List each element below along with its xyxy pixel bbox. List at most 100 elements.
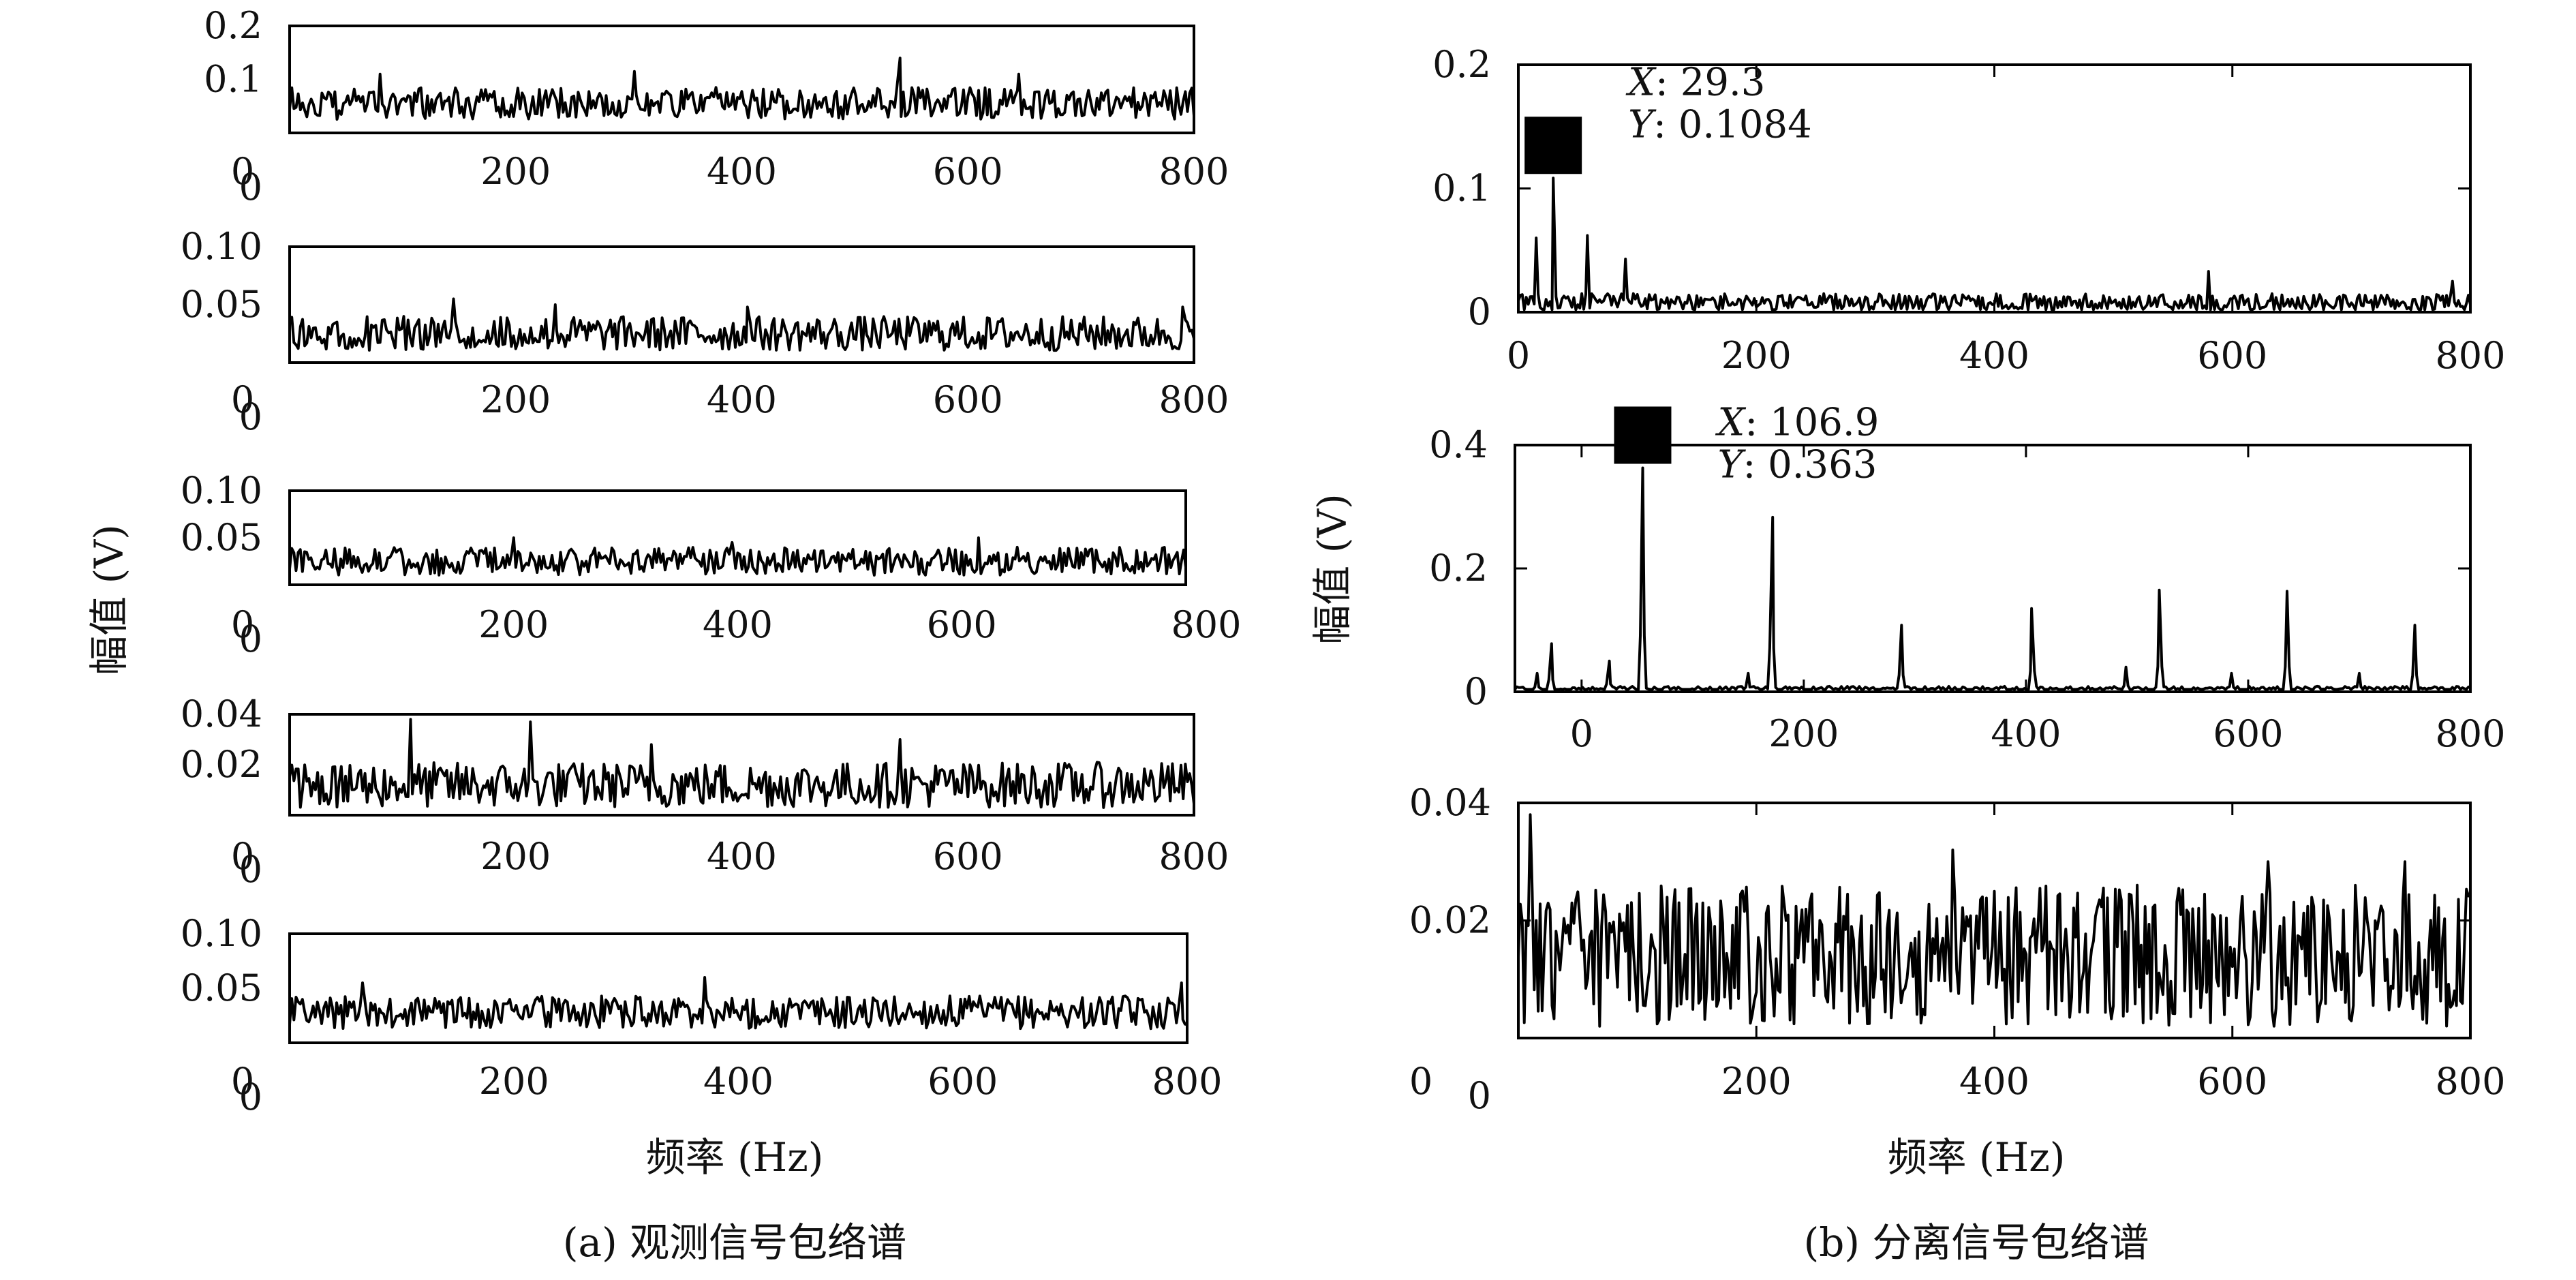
plot-frame-a-1 <box>288 25 1195 134</box>
y-tick-label: 0.1 <box>204 58 262 101</box>
x-tick-label: 0 <box>231 1060 254 1103</box>
x-tick-label: 400 <box>707 835 777 878</box>
plot-frame-a-3 <box>288 489 1187 586</box>
data-tip-marker <box>1614 406 1672 464</box>
subplot-b-2: 0.4 0.2 0 0 200 400 600 800 X: 106.9Y: 0.363 <box>1429 400 2505 755</box>
plot-frame-b-2 <box>1514 444 2472 693</box>
x-tick-label: 0 <box>1409 1060 1432 1103</box>
y-tick-label: 0.05 <box>181 516 262 559</box>
series-line-a-4 <box>288 718 1195 809</box>
x-tick-label: 200 <box>1768 712 1839 755</box>
x-tick-label: 800 <box>1152 1060 1222 1103</box>
x-tick-label: 0 <box>231 378 254 421</box>
x-tick-label: 800 <box>1171 603 1241 646</box>
y-tick-label: 0.04 <box>181 692 262 735</box>
series-line-a-1 <box>288 57 1195 121</box>
x-tick-label: 400 <box>1991 712 2061 755</box>
y-tick-label: 0.10 <box>181 225 262 268</box>
x-tick-label: 600 <box>933 378 1003 421</box>
y-tick-label: 0.10 <box>181 912 262 955</box>
data-tip-x: X: 29.3 <box>1625 60 1765 104</box>
subplot-b-3: 0.04 0.02 00 200 400 600 800 <box>1409 781 2506 1117</box>
x-tick-label: 800 <box>2435 712 2505 755</box>
x-tick-label: 200 <box>1721 334 1792 377</box>
y-tick-label: 0.02 <box>1409 899 1491 942</box>
y-tick-label: 0.4 <box>1429 423 1488 466</box>
subplot-a-5: 0.10 0.05 00 200 400 600 800 <box>181 912 1223 1118</box>
y-axis-label-a: 幅值 (V) <box>86 524 132 675</box>
series-line-b-2 <box>1514 466 2471 691</box>
y-tick-label: 0.2 <box>204 4 262 47</box>
y-tick-label: 0.04 <box>1409 781 1491 824</box>
series-line-b-3 <box>1517 813 2472 1028</box>
x-tick-label: 800 <box>2435 334 2505 377</box>
x-tick-label: 200 <box>480 378 551 421</box>
y-tick-label: 0.10 <box>181 469 262 512</box>
x-tick-label: 0 <box>231 603 254 646</box>
y-tick-label: 0 <box>1468 290 1491 333</box>
subplot-b-1: 0.2 0.1 00 200 400 600 800 X: 29.3Y: 0.1084 <box>1432 43 2505 377</box>
y-tick-label: 0 <box>239 166 262 209</box>
x-tick-label: 400 <box>1959 1060 2029 1103</box>
x-tick-label: 800 <box>1159 835 1229 878</box>
series-line-a-2 <box>288 297 1195 352</box>
y-tick-label: 0 <box>239 395 262 438</box>
x-axis-label-a: 频率 (Hz) <box>646 1134 824 1180</box>
x-tick-label: 0 <box>1507 334 1530 377</box>
y-tick-label: 0 <box>1465 670 1488 713</box>
x-tick-label: 200 <box>478 603 549 646</box>
plot-frame-a-5 <box>288 932 1189 1044</box>
plot-frame-a-4 <box>288 713 1195 817</box>
plot-frame-a-2 <box>288 245 1195 364</box>
x-tick-label: 800 <box>1159 378 1229 421</box>
y-axis-label-b: 幅值 (V) <box>1309 493 1355 645</box>
y-tick-label: 0.2 <box>1429 547 1488 590</box>
y-tick-label: 0.1 <box>1432 167 1491 210</box>
x-tick-label: 0 <box>1570 712 1593 755</box>
x-axis-label-b: 频率 (Hz) <box>1888 1134 2066 1180</box>
y-tick-label: 0 <box>239 848 262 891</box>
x-tick-label: 600 <box>933 835 1003 878</box>
series-line-a-5 <box>288 976 1188 1031</box>
x-tick-label: 400 <box>703 603 773 646</box>
y-tick-label: 0.05 <box>181 966 262 1009</box>
subplot-a-2: 0.10 0.05 00 200 400 600 800 <box>181 225 1229 438</box>
caption-a: (a) 观测信号包络谱 <box>563 1219 906 1266</box>
x-tick-label: 200 <box>1721 1060 1792 1103</box>
x-tick-label: 600 <box>2213 712 2283 755</box>
y-tick-label: 0.02 <box>181 743 262 786</box>
x-tick-label: 600 <box>2197 334 2267 377</box>
x-tick-label: 600 <box>933 150 1003 193</box>
x-tick-label: 200 <box>480 835 551 878</box>
x-tick-label: 600 <box>927 603 997 646</box>
data-tip-y: Y: 0.363 <box>1717 442 1877 487</box>
x-tick-label: 800 <box>1159 150 1229 193</box>
caption-b: (b) 分离信号包络谱 <box>1804 1219 2149 1266</box>
y-tick-label: 0.2 <box>1432 43 1491 86</box>
x-tick-label: 800 <box>2435 1060 2505 1103</box>
data-tip-marker <box>1524 117 1582 174</box>
x-tick-label: 0 <box>231 150 254 193</box>
y-tick-label: 0.05 <box>181 283 262 326</box>
x-tick-label: 600 <box>927 1060 998 1103</box>
series-line-a-3 <box>288 536 1187 577</box>
x-tick-label: 400 <box>707 378 777 421</box>
x-tick-label: 200 <box>480 150 551 193</box>
subplot-a-3: 0.100.05 00 200 400 600 800 <box>181 469 1242 660</box>
x-tick-label: 400 <box>1959 334 2029 377</box>
y-tick-label: 0 <box>239 618 262 660</box>
x-tick-label: 400 <box>707 150 777 193</box>
x-tick-label: 400 <box>703 1060 773 1103</box>
series-line-b-1 <box>1517 177 2472 311</box>
x-tick-label: 600 <box>2197 1060 2267 1103</box>
data-tip-y: Y: 0.1084 <box>1628 102 1812 147</box>
subplot-a-1: 0.2 0.1 00 200 400 600 800 <box>204 4 1229 209</box>
y-tick-label: 0 <box>239 1076 262 1118</box>
data-tip-x: X: 106.9 <box>1715 400 1879 444</box>
x-tick-label: 200 <box>479 1060 549 1103</box>
subplot-a-4: 0.04 0.02 00 200 400 600 800 <box>181 692 1229 891</box>
y-tick-label: 0 <box>1468 1074 1491 1117</box>
x-tick-label: 0 <box>231 835 254 878</box>
